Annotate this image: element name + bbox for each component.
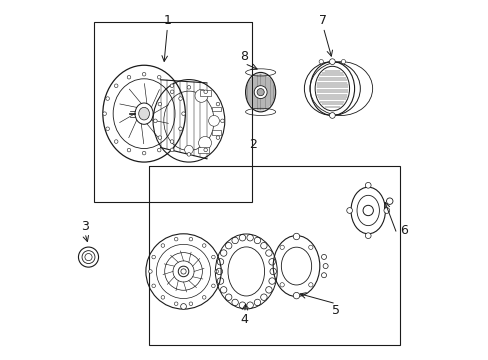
- Circle shape: [308, 283, 312, 287]
- Bar: [212, 107, 221, 111]
- Circle shape: [198, 136, 211, 149]
- Circle shape: [195, 89, 207, 102]
- Circle shape: [365, 183, 370, 188]
- Circle shape: [203, 148, 207, 152]
- Circle shape: [319, 59, 323, 64]
- Circle shape: [203, 90, 207, 94]
- Circle shape: [208, 116, 219, 126]
- Ellipse shape: [139, 107, 149, 120]
- Circle shape: [329, 59, 335, 64]
- Circle shape: [187, 153, 190, 156]
- Circle shape: [158, 102, 162, 106]
- Circle shape: [158, 136, 162, 139]
- Circle shape: [211, 284, 215, 288]
- Circle shape: [161, 296, 164, 299]
- Circle shape: [179, 127, 182, 131]
- Text: 5: 5: [331, 305, 339, 318]
- Ellipse shape: [245, 72, 275, 112]
- Circle shape: [179, 97, 182, 100]
- Circle shape: [127, 75, 130, 79]
- Circle shape: [142, 72, 145, 76]
- Circle shape: [178, 266, 188, 277]
- Circle shape: [214, 270, 218, 273]
- Circle shape: [170, 90, 174, 94]
- Circle shape: [148, 270, 152, 273]
- Bar: [94, 22, 251, 202]
- Circle shape: [254, 86, 266, 99]
- Circle shape: [280, 283, 284, 287]
- Circle shape: [365, 233, 370, 239]
- Circle shape: [216, 136, 219, 139]
- Circle shape: [329, 113, 335, 118]
- Circle shape: [174, 302, 178, 306]
- Circle shape: [161, 244, 164, 247]
- Circle shape: [105, 97, 109, 100]
- Bar: [149, 166, 400, 345]
- Circle shape: [216, 102, 219, 106]
- Bar: [212, 130, 221, 135]
- Text: 2: 2: [249, 138, 257, 150]
- Circle shape: [170, 148, 174, 152]
- Bar: [198, 148, 208, 153]
- Circle shape: [174, 237, 178, 241]
- Circle shape: [293, 292, 299, 299]
- Circle shape: [308, 245, 312, 249]
- Circle shape: [105, 127, 109, 131]
- Circle shape: [152, 255, 155, 259]
- Circle shape: [293, 233, 299, 240]
- Circle shape: [211, 255, 215, 259]
- Circle shape: [220, 119, 224, 123]
- Circle shape: [362, 205, 373, 216]
- Circle shape: [182, 112, 185, 116]
- Circle shape: [187, 85, 190, 89]
- Circle shape: [280, 245, 284, 249]
- Circle shape: [102, 112, 106, 116]
- Circle shape: [346, 208, 352, 213]
- Circle shape: [257, 89, 264, 96]
- Bar: [200, 90, 211, 96]
- Circle shape: [153, 119, 157, 123]
- Circle shape: [152, 284, 155, 288]
- Circle shape: [202, 296, 205, 299]
- Text: 1: 1: [163, 14, 171, 27]
- Text: 6: 6: [399, 224, 407, 237]
- Circle shape: [383, 208, 389, 213]
- Text: 4: 4: [240, 313, 248, 327]
- Circle shape: [114, 140, 118, 143]
- Circle shape: [189, 302, 192, 306]
- Circle shape: [184, 145, 193, 154]
- Circle shape: [142, 151, 145, 155]
- Circle shape: [157, 148, 161, 152]
- Text: 8: 8: [240, 50, 248, 63]
- Circle shape: [180, 303, 186, 309]
- Text: 3: 3: [81, 220, 89, 233]
- Circle shape: [170, 84, 173, 87]
- Circle shape: [202, 244, 205, 247]
- Circle shape: [341, 59, 345, 64]
- Circle shape: [170, 140, 173, 143]
- Circle shape: [157, 75, 161, 79]
- Circle shape: [127, 148, 130, 152]
- Circle shape: [189, 237, 192, 241]
- Circle shape: [114, 84, 118, 87]
- Text: 7: 7: [319, 14, 327, 27]
